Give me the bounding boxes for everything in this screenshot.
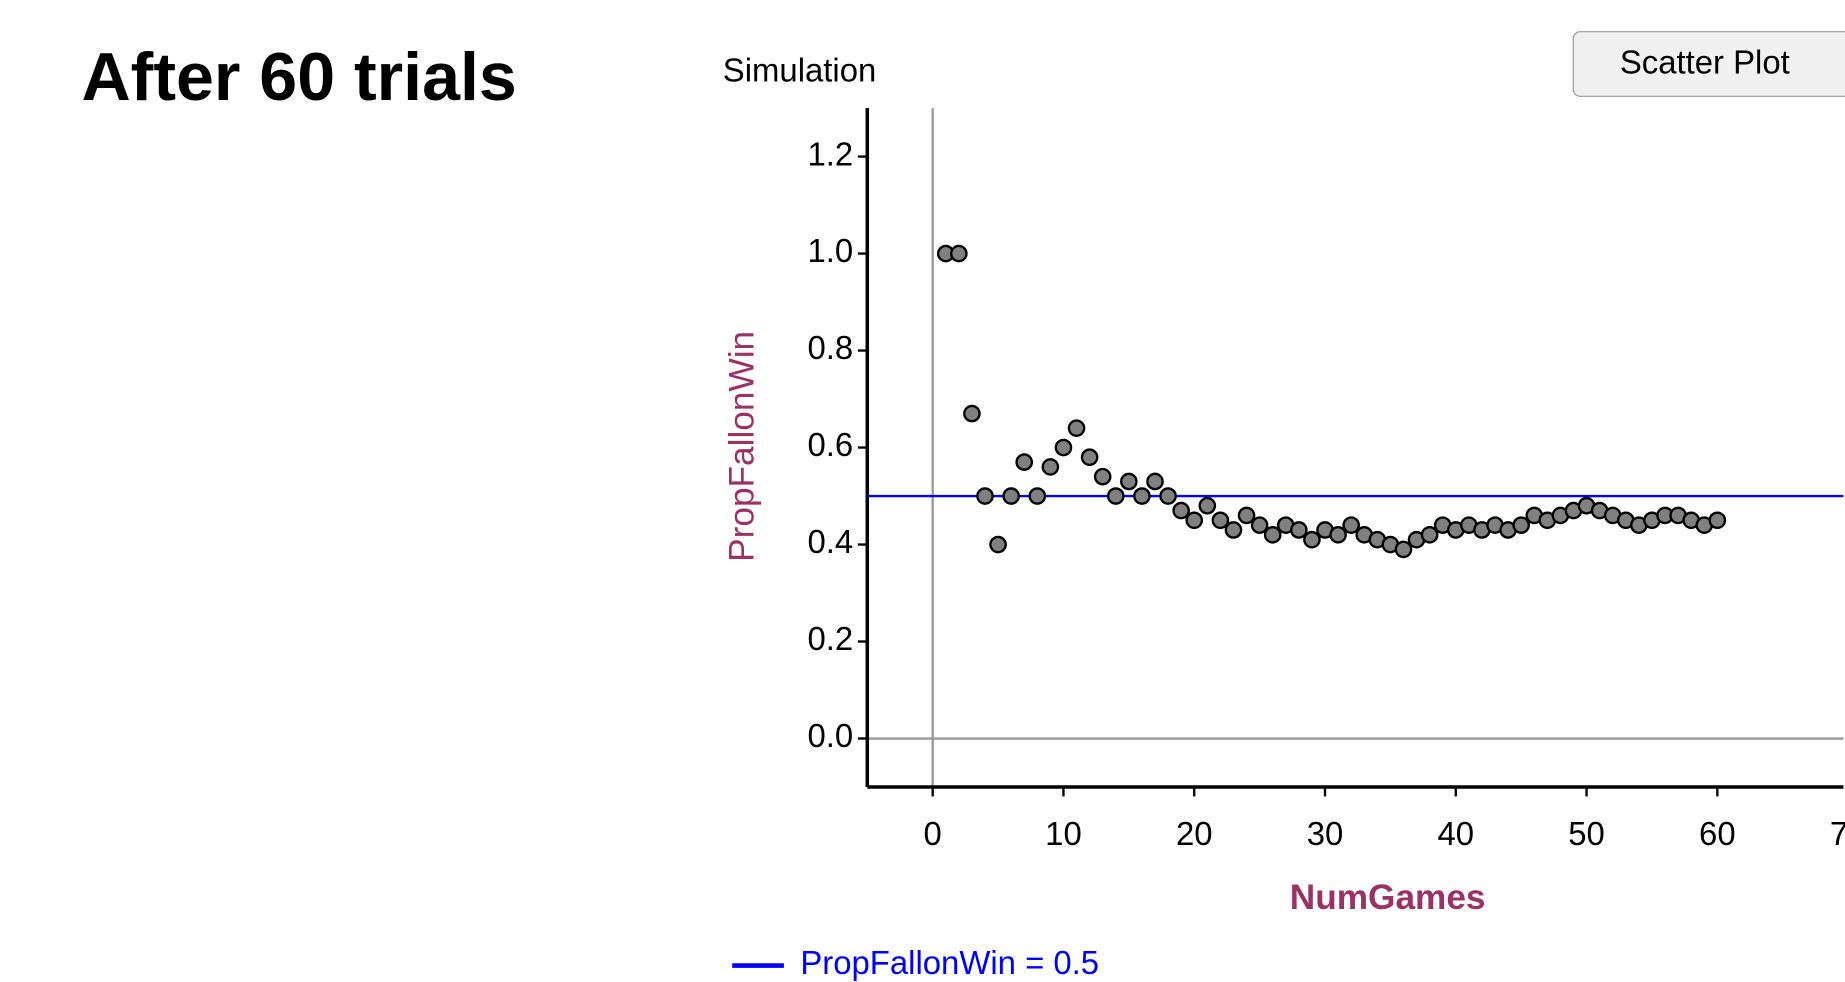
point [1054,438,1073,457]
x-tick-label: 40 [1437,815,1474,852]
point [963,404,981,423]
point [1041,458,1060,476]
point [1303,530,1321,549]
point [950,244,968,263]
point [1237,506,1256,525]
point [1224,521,1243,539]
point [1080,448,1099,467]
point [1015,453,1034,471]
button-label[interactable]: Scatter Plot [1620,43,1790,80]
point [989,535,1007,554]
point [1708,511,1727,530]
point [1159,487,1177,505]
x-tick-label: 20 [1176,815,1213,852]
point [1394,540,1413,559]
heading: After 60 trials [81,39,516,115]
y-tick-label: 0.4 [807,523,853,560]
y-tick-label: 0.6 [807,426,853,463]
point [1512,516,1530,534]
x-tick-label: 60 [1699,815,1736,852]
legend-label: PropFallonWin = 0.5 [800,944,1099,981]
point [1342,516,1360,534]
point [1290,521,1308,539]
button[interactable] [1572,31,1845,97]
y-tick-label: 0.2 [807,620,853,657]
point [1106,487,1125,505]
x-tick-label: 0 [924,815,942,852]
y-tick-label: 0.8 [807,329,853,366]
point [1146,472,1164,491]
point [1172,501,1190,520]
point [1067,419,1086,437]
x-tick-label: 70 [1830,815,1845,852]
x-axis-label: NumGames [1290,878,1486,917]
point [1211,511,1230,530]
point [1093,467,1112,486]
point [1263,526,1282,544]
y-tick-label: 0.0 [807,717,853,754]
point [976,487,994,505]
chart-title: Simulation [723,52,877,89]
point [1198,496,1217,515]
point [1185,511,1204,530]
x-tick-label: 50 [1568,815,1605,852]
point [1420,526,1439,544]
x-tick-label: 10 [1045,815,1082,852]
point [1329,526,1347,544]
point [1120,472,1138,491]
x-tick-label: 30 [1307,815,1344,852]
y-tick-label: 1.2 [807,135,853,172]
y-axis-label: PropFallonWin [722,331,761,562]
point [1028,487,1047,505]
y-tick-label: 1.0 [807,232,853,269]
point [1250,516,1269,534]
point [1002,487,1020,505]
point [1133,487,1151,505]
